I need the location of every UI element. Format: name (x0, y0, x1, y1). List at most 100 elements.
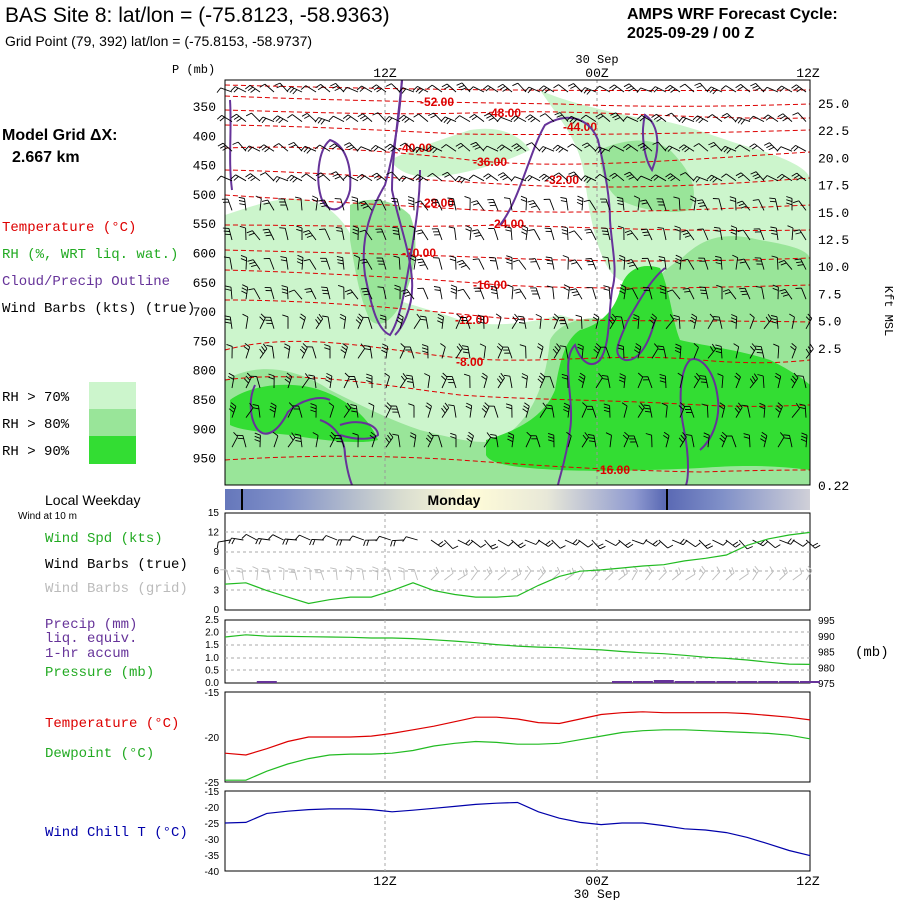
wind-barb (567, 143, 583, 152)
wind-barb (488, 405, 499, 418)
wind-barb (282, 314, 289, 329)
wind-barb (489, 256, 499, 270)
wind-barb (348, 375, 359, 389)
precip-bar (256, 681, 277, 683)
wind-barb (385, 83, 401, 93)
wind-barb (673, 196, 681, 211)
wind-barb (409, 432, 417, 448)
wind-barb (264, 316, 275, 329)
wind-y-tick: 12 (208, 527, 220, 538)
wind-barb (805, 539, 821, 549)
wind-barb (412, 146, 429, 154)
wind-barb (583, 199, 597, 211)
wind-barb (793, 229, 807, 241)
wind-barb (665, 314, 674, 330)
temp-label: -48.00 (487, 106, 521, 120)
wind-barb (278, 198, 289, 211)
wind-barb (242, 313, 249, 329)
wind-barb (432, 435, 443, 448)
wind-barb (581, 432, 589, 448)
wind-barb (698, 257, 709, 270)
wind-barb (545, 256, 555, 270)
wind-y-tick: 3 (213, 586, 219, 597)
pressure-tick: 900 (193, 422, 216, 437)
wind-barb (719, 431, 728, 448)
wind-barb (586, 405, 597, 418)
wind-barb (232, 141, 247, 152)
wind-barb (340, 343, 348, 359)
wind-barb (426, 145, 443, 154)
wind-barb (538, 146, 555, 153)
wind-barb (466, 431, 474, 448)
wind-barb (779, 566, 788, 581)
wind-barb (471, 229, 485, 241)
cross-section-frame (224, 79, 811, 486)
temp-label: -16.00 (473, 278, 507, 292)
wind-barb (386, 171, 401, 182)
wind-barb (374, 199, 387, 211)
wind-barb (749, 143, 765, 152)
height-tick: 2.5 (818, 342, 841, 357)
wind-barb (228, 402, 237, 418)
wind-barb (601, 374, 611, 389)
wind-barb (413, 113, 429, 122)
wind-barb (484, 566, 493, 581)
wind-panel-frame (224, 512, 811, 611)
wind-barb (457, 288, 471, 300)
wind-barb (716, 284, 723, 300)
wind-barb (592, 313, 600, 329)
wind-barb (622, 116, 639, 123)
wind-barb (763, 142, 779, 152)
wind-barb (421, 344, 429, 359)
height-tick: 0.22 (818, 479, 849, 494)
wind-barbs-grid (220, 565, 813, 581)
wind-barb (457, 568, 468, 581)
wind-barb (441, 171, 457, 182)
legend-wind-speed: Wind Spd (kts) (45, 531, 163, 547)
wind-barb (600, 198, 611, 211)
wind-barb (231, 113, 247, 122)
wind-barb (483, 173, 499, 182)
wind-barb (231, 431, 238, 448)
wind-barb (651, 343, 659, 359)
wind-barb (603, 403, 611, 418)
wind-barb (236, 434, 247, 448)
precip-bar (800, 681, 820, 683)
wind-barb (424, 373, 431, 389)
wind-barb (552, 144, 569, 153)
wind-barb (348, 535, 365, 541)
wind-barb (527, 200, 541, 211)
wind-barb (659, 285, 667, 300)
wind-barb (255, 538, 271, 545)
height-tick: 7.5 (818, 287, 841, 302)
wind-barb (238, 196, 247, 211)
wind-barb (634, 343, 642, 359)
cross-section-grid (384, 80, 598, 485)
top-date-label: 30 Sep (575, 53, 618, 67)
pressure-tick: 450 (193, 159, 216, 174)
wind-speed-line (224, 531, 811, 605)
wind-barb (576, 195, 584, 211)
wind-barb (490, 433, 499, 448)
wind-barb (464, 195, 471, 211)
wind-barb (789, 313, 795, 329)
wind-barb (683, 405, 695, 418)
wind-barb (791, 172, 807, 182)
wind-barb (399, 373, 408, 389)
temp-y-tick: -20 (205, 733, 220, 744)
pressure-tick: 850 (193, 393, 216, 408)
wind-barb (449, 255, 457, 270)
wind-barb (334, 198, 345, 211)
wind-barb (296, 254, 304, 270)
wind-barb (715, 344, 723, 359)
wind-barb (578, 539, 594, 548)
wind-barb (570, 288, 583, 300)
wind-barb (471, 200, 485, 211)
wind-barb (560, 196, 569, 211)
wind-barb (336, 539, 351, 546)
wind-barb (595, 372, 603, 389)
wind-barb (507, 284, 514, 300)
wind-barb (490, 285, 499, 300)
wind-barb (553, 84, 569, 93)
wind-barb (552, 313, 560, 329)
